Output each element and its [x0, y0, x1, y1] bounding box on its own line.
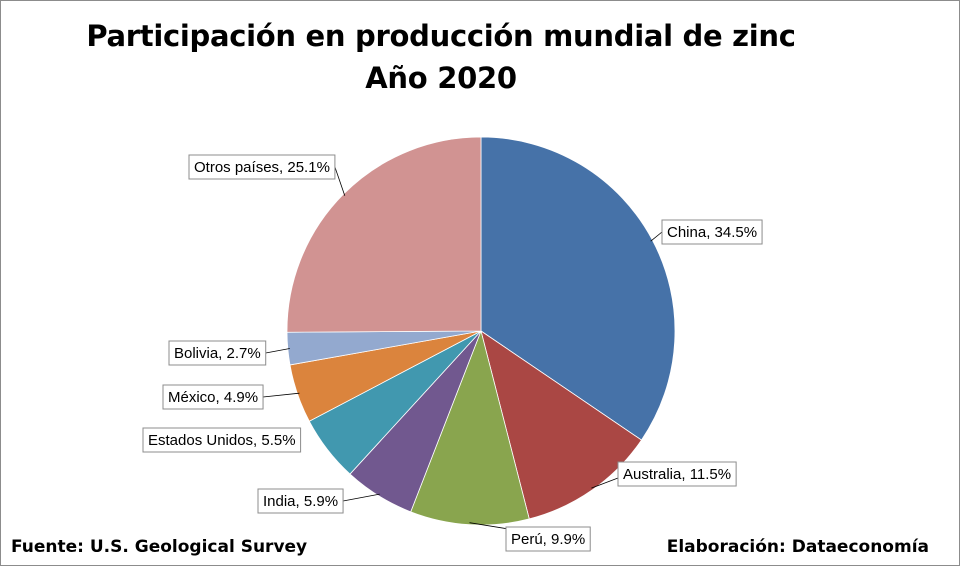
source-note: Fuente: U.S. Geological Survey	[11, 537, 308, 557]
chart-title: Participación en producción mundial de z…	[86, 19, 796, 53]
slice-label-box	[661, 219, 763, 245]
leader-line	[263, 392, 300, 398]
slice-label-box	[617, 461, 737, 487]
slice-label: Bolivia, 2.7%	[174, 345, 261, 362]
slice-label-box	[505, 526, 591, 552]
slice-label: Perú, 9.9%	[511, 531, 585, 548]
slice-label-box	[142, 427, 302, 453]
pie-slice	[286, 136, 482, 333]
pie-slice	[480, 330, 643, 520]
leader-line	[265, 348, 290, 354]
leader-line	[650, 231, 663, 242]
data-labels: China, 34.5% Australia, 11.5% Perú, 9.9% In…	[142, 154, 763, 552]
slice-label: India, 5.9%	[263, 493, 338, 510]
leader-line	[342, 493, 380, 502]
credit-note: Elaboración: Dataeconomía	[666, 537, 929, 557]
slice-label: China, 34.5%	[667, 224, 757, 241]
leader-line	[334, 166, 346, 196]
chart-subtitle: Año 2020	[365, 61, 517, 95]
slice-label: México, 4.9%	[168, 389, 258, 406]
pie-slice	[410, 329, 530, 526]
slice-label-box	[188, 154, 336, 180]
slice-label-box	[168, 340, 267, 366]
slice-label: Estados Unidos, 5.5%	[148, 432, 296, 449]
slice-label-box	[162, 384, 264, 410]
slice-label: Australia, 11.5%	[623, 466, 731, 483]
leader-line	[591, 477, 619, 489]
slice-label-box	[257, 488, 344, 514]
pie-slices	[286, 136, 676, 526]
slice-label: Otros países, 25.1%	[194, 159, 330, 176]
